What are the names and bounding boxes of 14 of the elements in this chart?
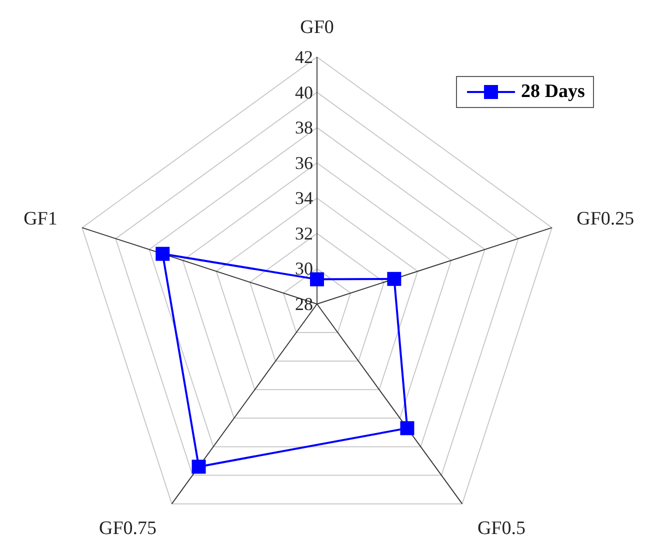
y-tick-label: 30: [295, 258, 313, 279]
y-tick-label: 34: [295, 188, 313, 208]
legend-label: 28 Days: [521, 81, 585, 103]
y-tick-label: 32: [295, 223, 313, 244]
y-tick-label: 28: [295, 294, 313, 314]
y-tick-label: 36: [295, 152, 313, 173]
spoke-label: GF0: [300, 17, 334, 38]
spoke-label: GF0.75: [98, 518, 157, 540]
spoke-label: GF1: [24, 208, 58, 230]
spoke-label: GF0.25: [576, 208, 634, 230]
y-tick-label: 40: [295, 82, 313, 102]
spoke-label: GF0.5: [477, 518, 526, 540]
y-tick-label: 42: [295, 47, 313, 67]
y-tick-label: 38: [295, 118, 313, 138]
